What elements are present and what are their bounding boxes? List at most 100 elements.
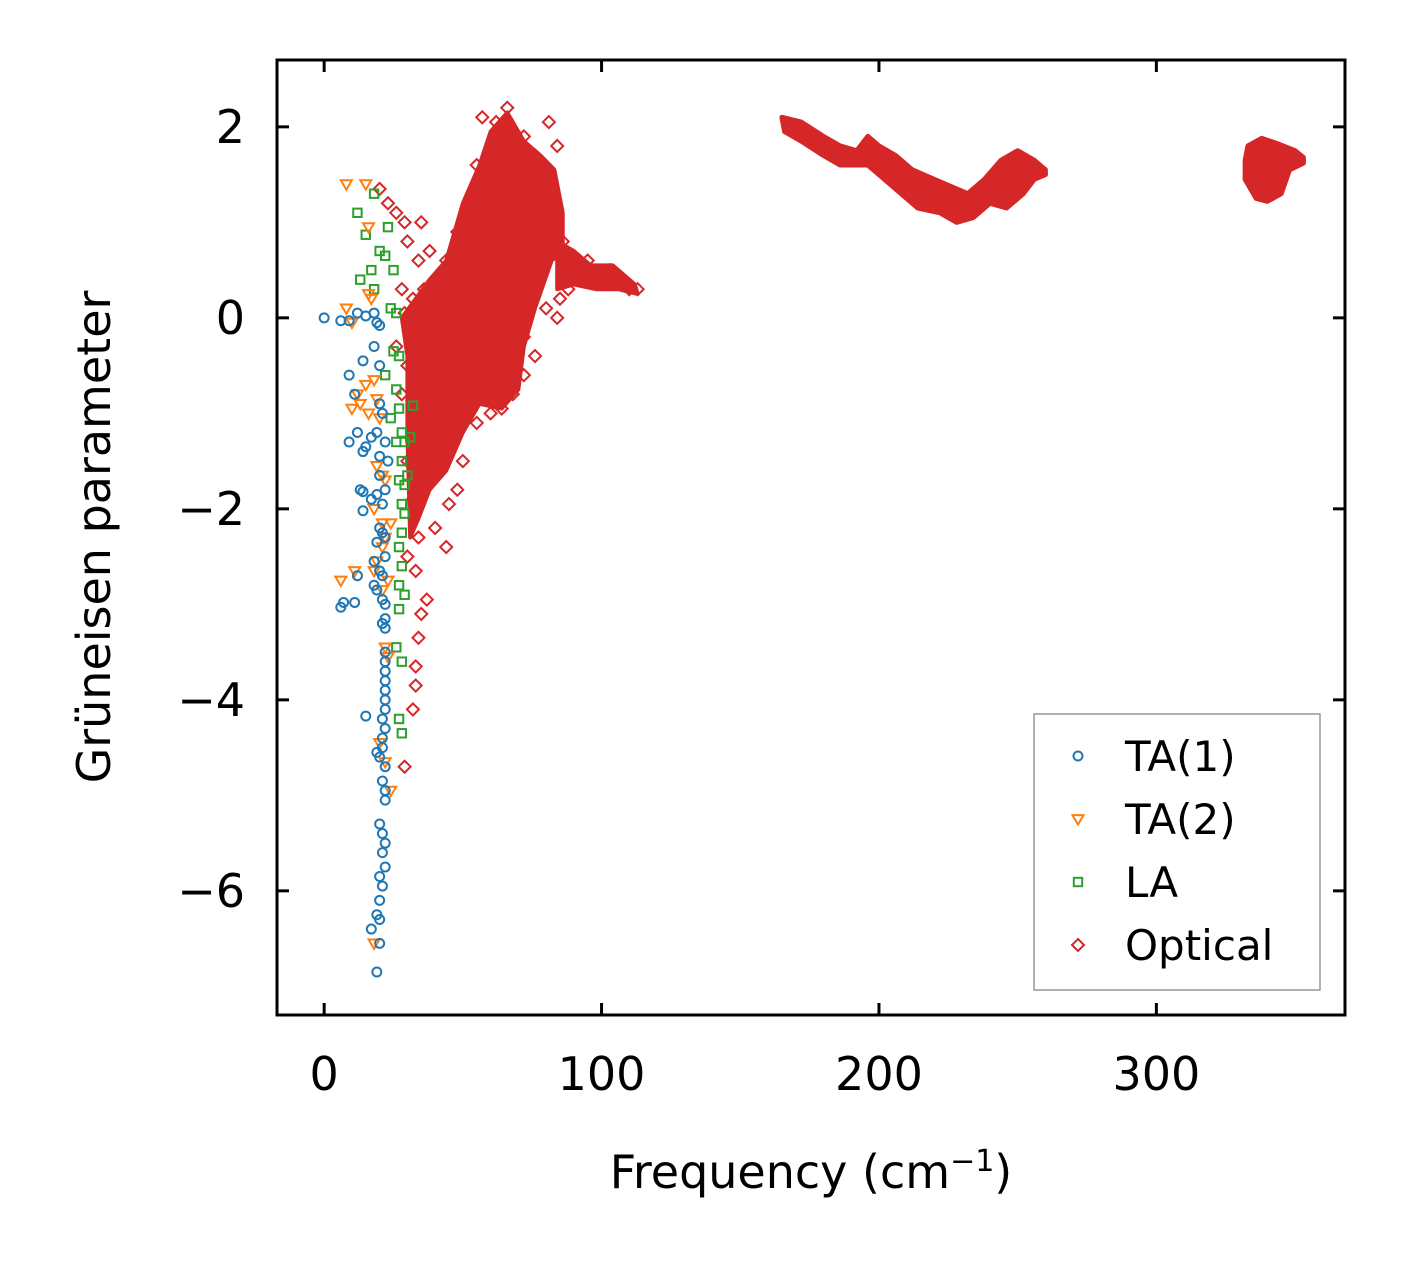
data-point [399, 508, 410, 519]
data-point [499, 100, 515, 116]
y-tick-label: −2 [177, 482, 245, 536]
data-point [427, 396, 443, 412]
data-point [379, 484, 391, 496]
data-point [333, 575, 349, 588]
data-point [357, 505, 369, 517]
data-point [374, 937, 386, 949]
data-point [399, 549, 415, 565]
data-point [455, 453, 471, 469]
data-point [396, 728, 408, 739]
data-point [376, 713, 388, 725]
data-point [404, 432, 416, 443]
data-point [483, 329, 499, 345]
legend-label: TA(1) [1124, 732, 1236, 781]
data-point [433, 329, 449, 345]
data-point [357, 355, 369, 367]
data-point [516, 367, 532, 383]
data-point [388, 264, 399, 276]
data-point [630, 281, 646, 297]
data-point [339, 179, 354, 192]
x-tick-label: 0 [310, 1047, 339, 1101]
data-point [380, 195, 396, 211]
data-point [583, 267, 598, 283]
data-point [379, 551, 391, 563]
legend: TA(1) TA(2) LA Optical [1033, 713, 1321, 991]
data-point [360, 710, 372, 722]
data-point [365, 923, 377, 935]
data-point [488, 253, 504, 268]
data-point [488, 114, 504, 130]
data-point [344, 317, 360, 331]
data-point [405, 291, 421, 307]
data-point [411, 530, 426, 545]
data-point [379, 723, 391, 734]
data-point [379, 837, 391, 849]
data-point [371, 584, 383, 596]
data-point [408, 678, 424, 693]
data-point [469, 157, 485, 173]
data-point [527, 348, 543, 364]
data-point [388, 205, 404, 221]
data-point [358, 379, 374, 393]
data-point [343, 369, 355, 381]
data-point [339, 303, 354, 316]
data-point [374, 818, 386, 830]
data-point [374, 565, 386, 577]
data-point [372, 413, 387, 426]
data-point [416, 281, 432, 297]
data-point [374, 450, 386, 462]
optical-dense-cloud [399, 110, 565, 540]
legend-label: TA(2) [1124, 795, 1236, 844]
data-point [544, 205, 560, 221]
data-point [382, 221, 394, 233]
data-point [379, 532, 391, 543]
data-point [382, 455, 394, 467]
data-point [416, 367, 432, 383]
data-point [371, 426, 383, 438]
data-point [555, 234, 571, 249]
data-point [399, 234, 415, 249]
data-point [374, 469, 386, 481]
data-point [374, 360, 386, 372]
data-point [544, 224, 560, 240]
data-point [394, 386, 410, 402]
data-point [438, 319, 454, 335]
data-point [352, 398, 368, 412]
data-point [613, 272, 629, 288]
data-point [368, 555, 380, 567]
legend-label: Optical [1125, 921, 1273, 970]
data-point [494, 186, 510, 202]
y-axis-label: Grüneisen parameter [67, 290, 121, 783]
data-point [427, 272, 443, 288]
data-point [379, 436, 391, 448]
data-point [366, 375, 382, 388]
data-point [376, 880, 388, 892]
legend-marker [1070, 937, 1086, 953]
data-point [580, 253, 596, 268]
data-point [460, 339, 476, 354]
data-point [438, 539, 454, 555]
data-point [411, 253, 426, 268]
legend-marker [1070, 814, 1086, 827]
data-point [375, 585, 390, 598]
data-point [477, 281, 493, 297]
y-tick-label: −6 [177, 864, 245, 918]
data-point [408, 659, 424, 674]
data-point [394, 281, 410, 297]
data-point [351, 570, 363, 582]
data-point [422, 310, 437, 326]
y-tick-label: 0 [216, 291, 245, 345]
data-point [383, 785, 398, 799]
data-point [376, 498, 388, 510]
data-point [427, 520, 443, 536]
data-point [538, 300, 554, 316]
data-point [405, 491, 421, 507]
data-point [396, 498, 408, 510]
data-point [352, 207, 363, 219]
data-point [374, 894, 386, 906]
data-point [441, 496, 457, 512]
data-point [413, 214, 429, 230]
data-point [510, 186, 526, 202]
